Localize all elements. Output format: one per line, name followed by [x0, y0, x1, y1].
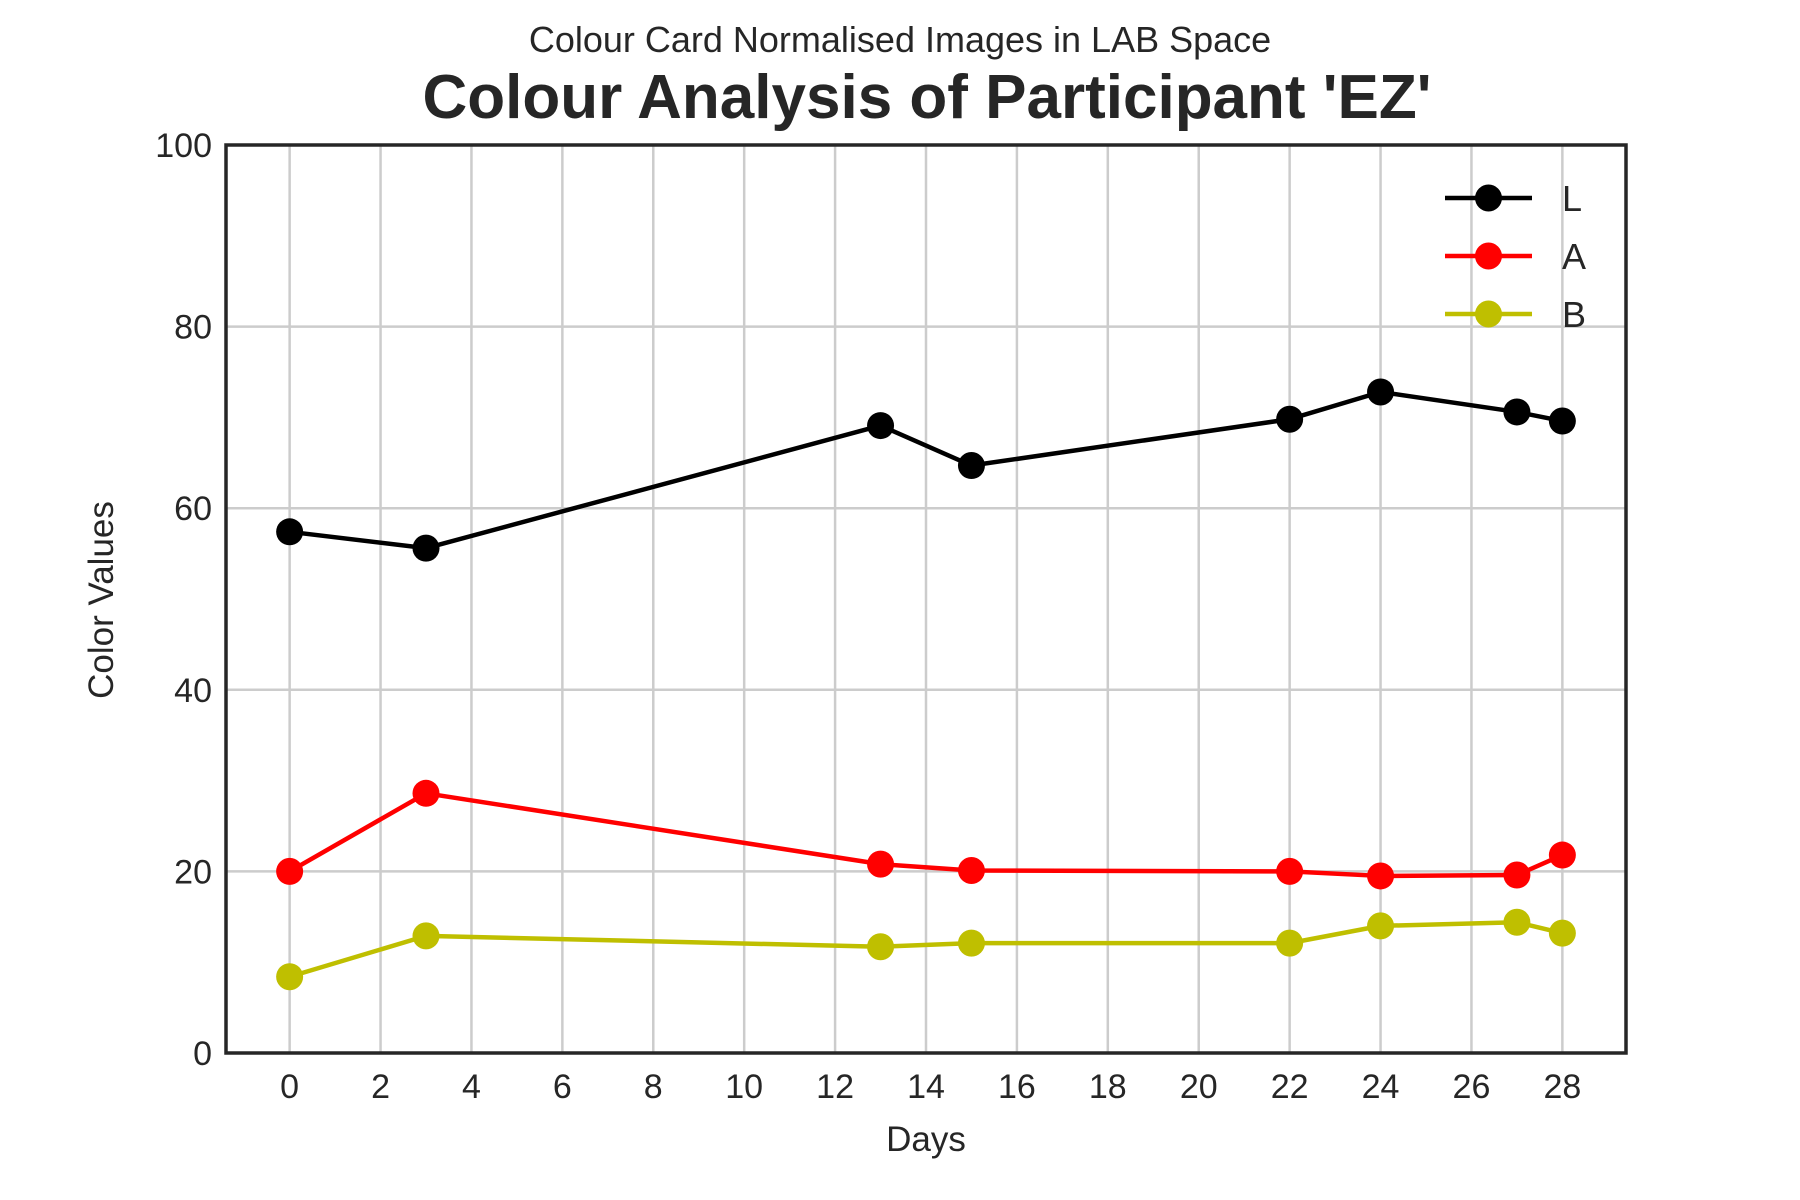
data-point-b — [412, 922, 440, 950]
data-point-b — [1276, 929, 1304, 957]
data-point-l — [1503, 398, 1531, 426]
x-tick-label: 16 — [998, 1068, 1036, 1106]
x-tick-label: 2 — [371, 1068, 390, 1106]
legend: LAB — [1445, 178, 1586, 335]
data-point-a — [1548, 841, 1576, 869]
data-point-l — [276, 518, 304, 546]
series-b — [276, 908, 1576, 991]
x-tick-label: 12 — [816, 1068, 854, 1106]
x-tick-label: 18 — [1089, 1068, 1127, 1106]
data-point-a — [1276, 857, 1304, 885]
y-tick-label: 0 — [193, 1035, 212, 1073]
series-line-l — [289, 389, 1563, 551]
legend-marker — [1475, 242, 1502, 270]
y-tick-label: 20 — [174, 853, 212, 891]
legend-entry-a: A — [1445, 236, 1586, 277]
legend-label: B — [1562, 294, 1586, 335]
chart-subtitle: Colour Card Normalised Images in LAB Spa… — [529, 19, 1271, 60]
plot-frame — [224, 143, 1628, 1055]
data-point-b — [957, 929, 985, 957]
y-tick-label: 80 — [174, 309, 212, 347]
data-point-a — [412, 779, 440, 807]
x-tick-label: 26 — [1453, 1068, 1491, 1106]
chart-title: Colour Analysis of Participant 'EZ' — [422, 63, 1431, 132]
y-tick-label: 60 — [174, 490, 212, 528]
series-line-b — [288, 919, 1563, 979]
y-axis-ticks: 0 20 40 60 80 100 — [155, 127, 212, 1073]
y-tick-label: 100 — [155, 127, 212, 165]
legend-label: A — [1562, 236, 1586, 277]
grid — [226, 143, 1626, 1055]
data-point-a — [867, 850, 895, 878]
data-point-b — [1548, 919, 1576, 947]
legend-marker — [1475, 184, 1502, 212]
x-tick-label: 10 — [725, 1068, 763, 1106]
y-tick-label: 40 — [174, 672, 212, 710]
series-layer — [276, 378, 1576, 991]
data-point-b — [867, 933, 895, 961]
x-axis-label: Days — [886, 1120, 966, 1159]
data-point-l — [957, 452, 985, 480]
data-point-a — [1367, 862, 1395, 890]
x-tick-label: 22 — [1271, 1068, 1309, 1106]
data-point-l — [1276, 405, 1304, 433]
x-tick-label: 20 — [1180, 1068, 1218, 1106]
data-point-l — [1367, 378, 1395, 406]
x-tick-label: 24 — [1362, 1068, 1400, 1106]
data-point-b — [1367, 912, 1395, 940]
x-tick-label: 6 — [553, 1068, 572, 1106]
legend-entry-l: L — [1445, 178, 1582, 219]
data-point-l — [1548, 407, 1576, 435]
data-point-b — [276, 963, 304, 991]
y-axis-label: Color Values — [82, 501, 121, 699]
data-point-a — [957, 856, 985, 884]
x-tick-label: 28 — [1543, 1068, 1581, 1106]
data-point-a — [1503, 861, 1531, 889]
data-point-a — [276, 857, 304, 885]
x-tick-label: 14 — [907, 1068, 945, 1106]
series-line-a — [288, 791, 1564, 879]
legend-marker — [1475, 300, 1502, 328]
x-tick-label: 0 — [280, 1068, 299, 1106]
data-point-b — [1503, 908, 1531, 936]
legend-entry-b: B — [1445, 294, 1586, 335]
series-a — [276, 779, 1576, 890]
x-axis-ticks: 0 2 4 6 8 10 12 14 16 18 20 22 24 26 28 — [280, 1068, 1581, 1106]
legend-label: L — [1562, 178, 1582, 219]
x-tick-label: 8 — [644, 1068, 663, 1106]
data-point-l — [867, 412, 895, 440]
x-tick-label: 4 — [462, 1068, 481, 1106]
data-point-l — [412, 534, 440, 562]
series-l — [276, 378, 1576, 562]
